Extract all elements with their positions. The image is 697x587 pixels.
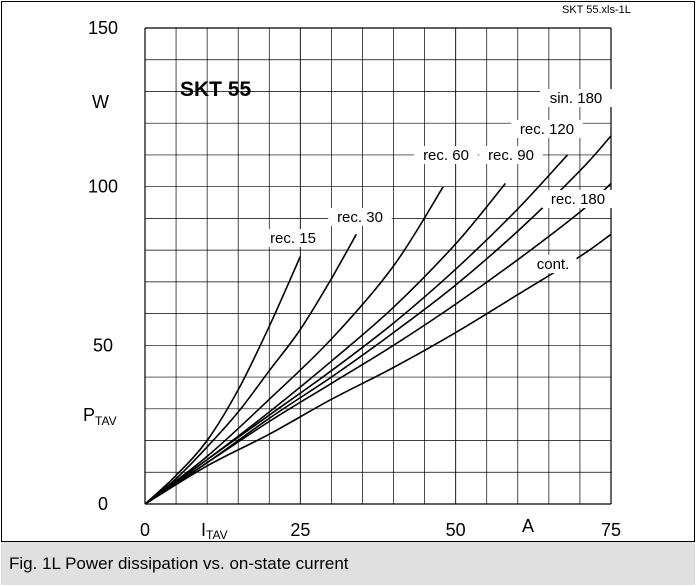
y-axis-label: PTAV (83, 405, 117, 428)
x-unit-label: A (522, 516, 534, 536)
x-tick-label: 50 (446, 520, 466, 540)
series-label: rec. 90 (488, 147, 534, 164)
curve-rec-15 (144, 256, 302, 505)
x-tick-label: 75 (601, 520, 621, 540)
figure-caption: Fig. 1L Power dissipation vs. on-state c… (9, 554, 349, 573)
series-label-box (511, 120, 583, 138)
series-label: cont. (537, 256, 570, 273)
series-label-box (540, 89, 612, 107)
chart-grid (144, 27, 612, 505)
curve-rec-60 (144, 186, 444, 505)
y-tick-label: 100 (88, 177, 118, 197)
file-tag: SKT 55.xls-1L (562, 4, 631, 16)
y-axis-label-main: P (83, 405, 95, 425)
x-axis-label: ITAV (201, 520, 228, 540)
series-label-box (479, 146, 543, 164)
series-label-box (328, 208, 392, 226)
y-tick-label: 150 (88, 18, 118, 38)
series-label-box (414, 146, 478, 164)
series-label-box (261, 229, 325, 247)
x-tick-label: 0 (140, 520, 150, 540)
chart-curves (144, 135, 612, 505)
x-axis-label-main: I (201, 520, 206, 540)
series-label: rec. 120 (520, 121, 574, 138)
chart-labels: 0 25 50 75 0 50 100 150 rec. 15 rec. 30 rec. 60 rec… (88, 18, 621, 540)
y-unit-label: W (92, 92, 109, 112)
curve-rec-180 (144, 182, 612, 505)
y-tick-label: 50 (93, 335, 113, 355)
series-label: rec. 180 (551, 191, 605, 208)
series-label: rec. 60 (423, 147, 469, 164)
series-label: rec. 30 (337, 209, 383, 226)
x-axis-label-sub: TAV (206, 528, 228, 540)
power-dissipation-chart: 0 25 50 75 0 50 100 150 rec. 15 rec. 30 rec. 60 rec… (83, 4, 631, 540)
curve-cont (144, 233, 612, 505)
y-tick-label: 0 (98, 494, 108, 514)
y-axis-label-sub: TAV (95, 414, 117, 428)
series-label-box (529, 255, 577, 273)
caption-bar: Fig. 1L Power dissipation vs. on-state c… (1, 541, 695, 585)
curve-rec-30 (144, 233, 357, 505)
series-label: sin. 180 (550, 90, 603, 107)
chart-title: SKT 55 (180, 78, 252, 101)
series-label-box (542, 190, 614, 208)
series-label: rec. 15 (270, 230, 316, 247)
curve-rec-120 (144, 154, 569, 505)
x-tick-label: 25 (290, 520, 310, 540)
